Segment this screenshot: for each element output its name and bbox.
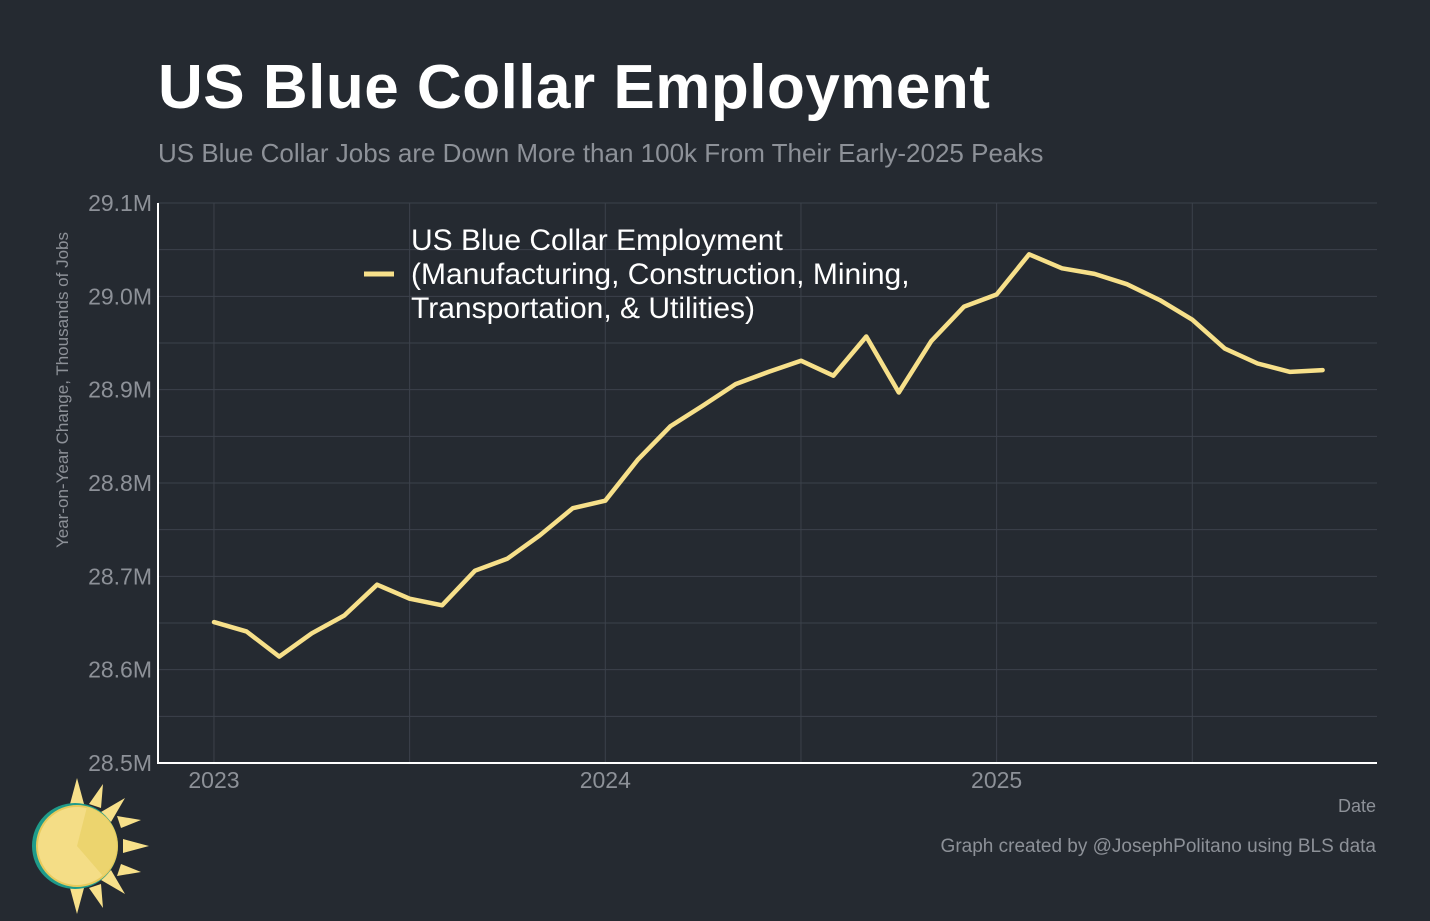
x-axis-label: Date [1337, 796, 1376, 816]
chart-subtitle: US Blue Collar Jobs are Down More than 1… [158, 138, 1044, 168]
sun-icon [22, 774, 152, 921]
y-tick-labels: 28.5M 28.6M 28.7M 28.8M 28.9M 29.0M 29.1M [88, 190, 152, 776]
series-group [211, 252, 1325, 659]
axes [157, 203, 1377, 764]
y-tick-label: 28.6M [88, 657, 152, 683]
x-tick-label: 2024 [580, 767, 631, 793]
y-tick-label: 29.0M [88, 283, 152, 309]
y-tick-label: 28.9M [88, 377, 152, 403]
source-credit: Graph created by @JosephPolitano using B… [940, 836, 1376, 857]
chart-title: US Blue Collar Employment [158, 53, 991, 122]
legend-label: US Blue Collar Employment [411, 224, 783, 257]
y-tick-label: 28.5M [88, 750, 152, 776]
legend-label: (Manufacturing, Construction, Mining, [411, 258, 910, 291]
legend: US Blue Collar Employment(Manufacturing,… [364, 224, 910, 325]
y-tick-label: 28.8M [88, 470, 152, 496]
x-tick-labels: 2023 2024 2025 [188, 767, 1022, 793]
legend-label: Transportation, & Utilities) [411, 292, 755, 325]
y-tick-label: 29.1M [88, 190, 152, 216]
grid-lines [158, 202, 1377, 763]
y-tick-label: 28.7M [88, 563, 152, 589]
x-tick-label: 2025 [971, 767, 1022, 793]
x-tick-label: 2023 [188, 767, 239, 793]
series-line [211, 252, 1325, 659]
